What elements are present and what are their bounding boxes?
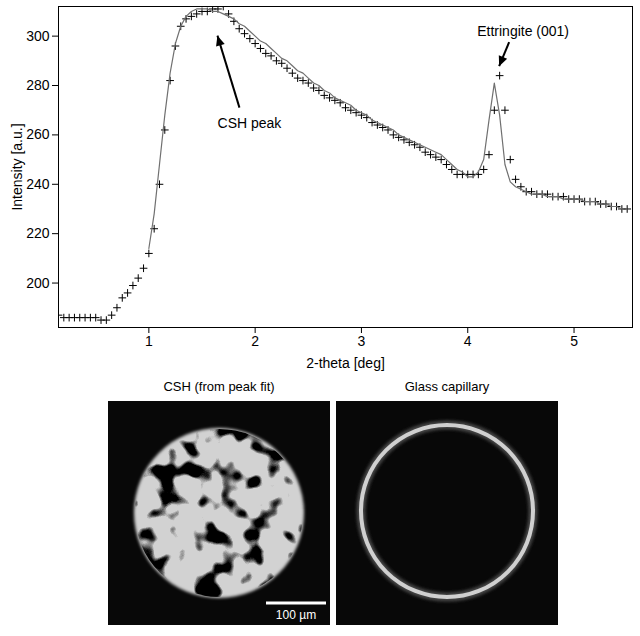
svg-text:CSH peak: CSH peak [218,115,283,131]
svg-text:Glass capillary: Glass capillary [405,379,490,394]
svg-text:280: 280 [26,77,50,93]
svg-text:240: 240 [26,176,50,192]
svg-text:3: 3 [358,333,366,349]
svg-text:200: 200 [26,275,50,291]
svg-text:4: 4 [464,333,472,349]
svg-text:2-theta [deg]: 2-theta [deg] [306,355,385,371]
svg-text:Ettringite (001): Ettringite (001) [477,23,569,39]
svg-text:Intensity [a.u.]: Intensity [a.u.] [9,123,25,210]
svg-text:220: 220 [26,225,50,241]
svg-text:1: 1 [145,333,153,349]
svg-text:300: 300 [26,28,50,44]
svg-text:260: 260 [26,126,50,142]
svg-text:2: 2 [251,333,259,349]
svg-text:100 µm: 100 µm [276,608,316,622]
svg-text:5: 5 [570,333,578,349]
svg-text:CSH (from peak fit): CSH (from peak fit) [163,379,274,394]
